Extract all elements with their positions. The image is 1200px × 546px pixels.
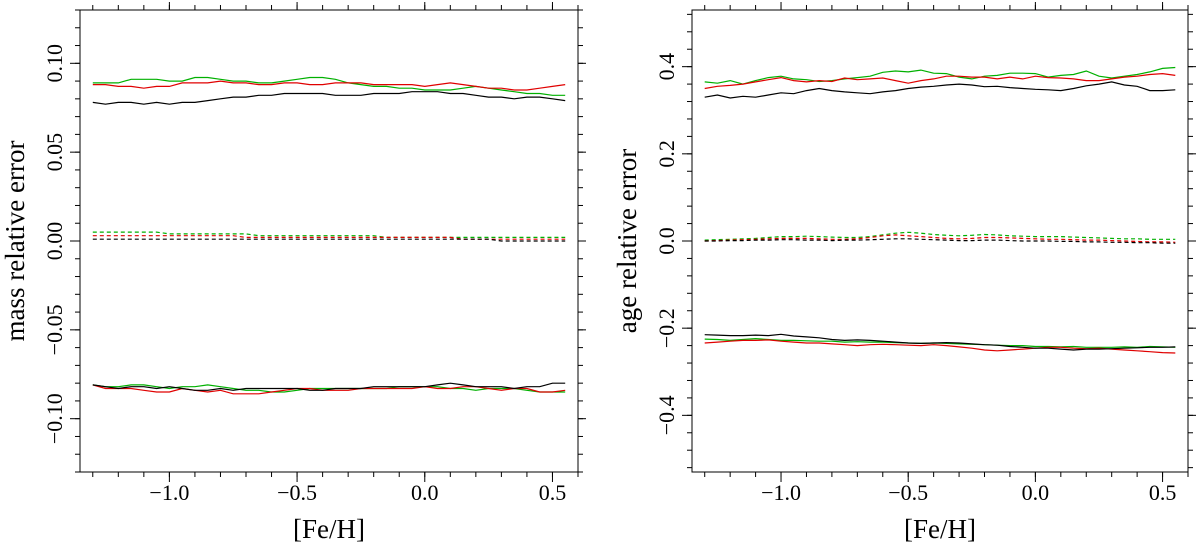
x-tick-label: 0.5 [539,480,567,505]
series-line-8 [704,339,1176,354]
mass-error-panel: −1.0 −0.5 0.0 0.5 −0.10 −0.05 0.00 0.05 0.10 [Fe/… [0,2,586,544]
x-tick-label: 0.0 [411,480,439,505]
x-tick-label: −1.0 [761,480,801,505]
y-tick-label: −0.10 [42,393,67,444]
y-tick-label: 0.0 [654,227,679,255]
y-tick-label: −0.4 [654,395,679,435]
series-lines [92,76,566,395]
x-tick-label: −1.0 [149,480,189,505]
y-tick-label: −0.2 [654,308,679,348]
series-line-4 [704,231,1176,241]
y-axis-label: age relative error [612,149,642,333]
series-line-7 [92,384,566,393]
y-tick-label: 0.05 [42,133,67,172]
series-line-9 [704,333,1176,351]
series-line-3 [92,91,566,105]
age-error-panel: −1.0 −0.5 0.0 0.5 −0.4 −0.2 0.0 0.2 0.4 [Fe/H] age… [612,2,1196,544]
x-tick-label: −0.5 [277,480,317,505]
series-line-5 [704,234,1176,243]
y-axis-label: mass relative error [0,141,30,342]
series-line-2 [704,72,1176,90]
series-line-1 [704,66,1176,85]
series-line-9 [92,382,566,391]
series-lines [704,66,1176,354]
series-line-4 [92,231,566,238]
x-tick-label: −0.5 [888,480,928,505]
x-tick-label: 0.5 [1149,480,1177,505]
x-axis-label: [Fe/H] [293,514,365,544]
y-tick-label: 0.00 [42,222,67,261]
x-tick-label: 0.0 [1022,480,1050,505]
y-tick-label: 0.2 [654,140,679,168]
x-axis-label: [Fe/H] [904,514,976,544]
series-line-8 [92,384,566,395]
minor-ticks [687,5,1193,477]
y-tick-label: 0.10 [42,44,67,83]
series-line-6 [92,238,566,242]
y-tick-label: −0.05 [42,304,67,355]
series-line-6 [704,238,1176,244]
series-line-2 [92,80,566,91]
series-line-3 [704,81,1176,99]
y-tick-label: 0.4 [654,53,679,81]
